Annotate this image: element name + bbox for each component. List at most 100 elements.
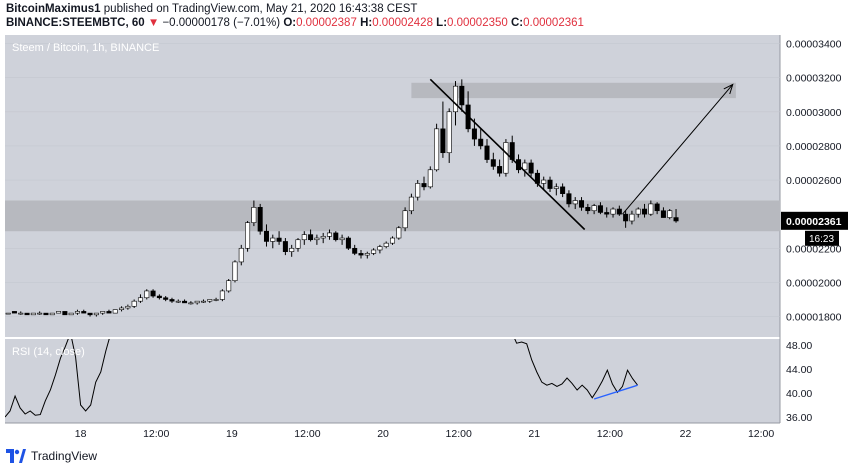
candle-up — [112, 309, 118, 314]
price-tick-label: 0.00003200 — [786, 73, 842, 85]
price-tick-label: 0.00003400 — [786, 39, 842, 51]
tradingview-logo-icon — [6, 449, 26, 463]
countdown-badge — [805, 230, 839, 246]
candle-down — [24, 312, 30, 316]
candle-up — [245, 222, 251, 249]
candle-up — [30, 312, 36, 316]
candle-down — [616, 208, 622, 215]
candle-down — [478, 138, 484, 147]
candle-down — [547, 179, 553, 189]
candle-down — [642, 208, 648, 215]
candle-up — [74, 311, 80, 314]
tradingview-footer[interactable]: TradingView — [6, 449, 97, 463]
candle-down — [673, 217, 679, 222]
price-tick-label: 0.00002600 — [786, 175, 842, 187]
candle-up — [396, 227, 402, 239]
candle-up — [427, 169, 433, 188]
candle-down — [604, 212, 610, 215]
candle-up — [232, 261, 238, 281]
open-label: O: — [283, 17, 297, 29]
candle-down — [459, 85, 465, 106]
candle-up — [68, 312, 74, 316]
candle-down — [660, 210, 666, 218]
time-tick-label: 12:00 — [446, 428, 472, 440]
rsi-tick-label: 48.00 — [786, 340, 812, 352]
time-axis[interactable]: 18 12:00 19 12:00 20 12:00 21 12:00 22 12:00 — [75, 428, 775, 440]
candle-up — [188, 302, 194, 305]
low-value: 0.00002350 — [447, 17, 508, 29]
low-label: L: — [436, 17, 448, 29]
author-name[interactable]: BitcoinMaximus1 — [6, 3, 101, 15]
candle-down — [81, 311, 87, 314]
candle-down — [156, 295, 162, 299]
last-price-label: 0.00002361 — [786, 216, 842, 228]
price-tick-label: 0.00002800 — [786, 141, 842, 153]
candle-down — [585, 207, 591, 212]
rsi-line — [5, 339, 110, 418]
close-value: 0.00002361 — [523, 17, 584, 29]
candle-up — [635, 208, 641, 215]
candle-up — [207, 299, 213, 302]
rsi-trendline — [593, 384, 638, 400]
candle-up — [408, 196, 414, 212]
close-label: C: — [511, 17, 524, 29]
candle-down — [440, 128, 446, 154]
candle-up — [667, 210, 673, 218]
candle-up — [93, 312, 99, 316]
price-change: −0.00000178 (−7.01%) — [162, 17, 281, 29]
candle-up — [446, 111, 452, 154]
candle-down — [11, 311, 17, 314]
candle-up — [591, 205, 597, 212]
last-price-badge — [781, 211, 848, 230]
high-value: 0.00002428 — [372, 17, 433, 29]
candle-down — [263, 230, 269, 242]
tradingview-brand: TradingView — [31, 449, 98, 463]
zone-1 — [411, 82, 736, 99]
price-axis[interactable]: 0.00001800 0.00002000 0.00002200 0.00002600… — [781, 39, 848, 324]
candle-down — [497, 166, 503, 174]
rsi-tick-label: 44.00 — [786, 364, 812, 376]
candle-up — [402, 210, 408, 229]
candle-up — [18, 312, 24, 315]
candle-down — [352, 247, 358, 254]
down-triangle-icon: ▼ — [147, 17, 160, 29]
candle-down — [62, 311, 68, 316]
time-tick-label: 19 — [226, 428, 238, 440]
candle-up — [125, 305, 131, 309]
candle-up — [175, 300, 181, 303]
candle-up — [371, 249, 377, 254]
candle-down — [345, 237, 351, 249]
candle-down — [471, 128, 477, 140]
candle-up — [5, 312, 11, 315]
time-tick-label: 12:00 — [294, 428, 320, 440]
time-tick-label: 20 — [377, 428, 389, 440]
published-text: published on TradingView.com, May 21, 20… — [103, 3, 418, 15]
projection-arrow-line — [622, 84, 734, 215]
rsi-series — [5, 339, 638, 418]
candle-up — [389, 237, 396, 244]
open-value: 0.00002387 — [296, 17, 357, 29]
rsi-tick-label: 36.00 — [786, 412, 812, 424]
candle-up — [541, 179, 547, 184]
candle-up — [453, 85, 459, 113]
candle-down — [358, 253, 364, 256]
drawn-lines — [429, 78, 734, 231]
candle-down — [106, 311, 112, 314]
candle-up — [415, 183, 421, 198]
rsi-axis[interactable]: 36.00 40.00 44.00 48.00 — [786, 340, 812, 424]
candle-up — [226, 280, 232, 292]
chart-title: Steem / Bitcoin, 1h, BINANCE — [12, 42, 159, 54]
candle-down — [528, 162, 534, 174]
candle-down — [43, 312, 49, 316]
candle-up — [200, 300, 206, 303]
rsi-label: RSI (14, close) — [12, 346, 85, 358]
candle-up — [572, 200, 578, 205]
time-tick-label: 12:00 — [597, 428, 623, 440]
candle-down — [484, 145, 490, 160]
candle-down — [623, 213, 629, 222]
candle-up — [213, 299, 219, 301]
projection-arrow-head-icon — [723, 83, 734, 95]
time-tick-label: 12:00 — [748, 428, 774, 440]
price-tick-label: 0.00002200 — [786, 243, 842, 255]
